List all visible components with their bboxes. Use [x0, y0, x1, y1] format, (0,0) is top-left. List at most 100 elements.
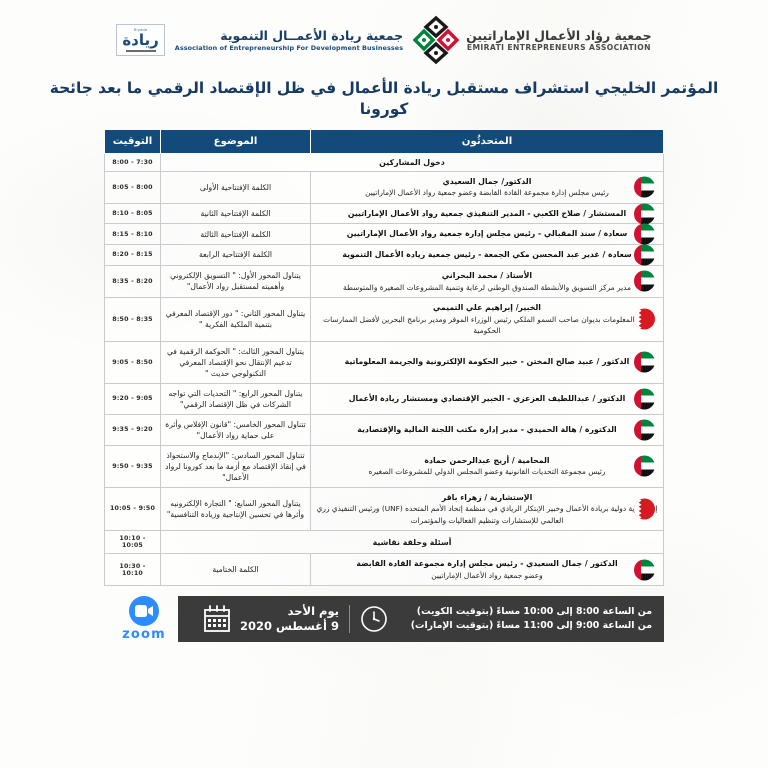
session-speaker-cell: الدكتورة / هالة الحميدي - مدير إدارة مكت… — [310, 413, 664, 446]
column-header-topic: الموضوع — [160, 128, 311, 154]
speaker-name: المستشار / صلاح الكعبي - المدير التنفيذي… — [347, 208, 627, 218]
session-topic-cell: الكلمة الإفتتاحية الأولى — [160, 170, 311, 204]
footer-day-label: يوم الأحد — [287, 603, 339, 618]
session-time-cell: 9:35 - 9:20 — [104, 413, 161, 446]
riyada-underline-bar — [125, 49, 156, 53]
session-speaker-cell: الدكتور / عبداللطيف العزعزي - الخبير الإ… — [310, 382, 664, 415]
session-time-cell: 10:05 - 9:50 — [104, 486, 161, 532]
session-speaker-cell: المستشار / صلاح الكعبي - المدير التنفيذي… — [310, 202, 664, 225]
table-row: الدكتورة / هالة الحميدي - مدير إدارة مكت… — [104, 413, 664, 446]
session-speaker-cell: الدكتور / جمال السعيدي - رئيس مجلس إدارة… — [310, 553, 664, 587]
session-speaker-cell: الإستشارية / زهراء باقر إستشارية دولية بر… — [310, 486, 664, 532]
column-header-time: التوقيت — [104, 128, 161, 154]
session-time-cell: 8:50 - 8:35 — [104, 296, 161, 342]
session-speaker-cell: سعادة / غدير عبد المحسن مكي الجمعة - رئي… — [310, 244, 664, 266]
agenda-table: المتحدثُون الموضوع التوقيت دخول المشاركي… — [104, 128, 664, 587]
zoom-platform-logo: zoom — [104, 596, 178, 642]
session-time-cell: 8:00 - 7:30 — [104, 152, 161, 172]
session-time-cell: 9:20 - 9:05 — [104, 382, 161, 415]
session-topic-cell: الكلمة الإفتتاحية الثانية — [160, 202, 311, 225]
eea-name-arabic: جمعية رؤاد الأعمال الإماراتيين — [466, 27, 652, 43]
session-topic-cell: تتناول المحور الخامس: "قانون الإفلاس وأث… — [160, 413, 311, 446]
footer-time-line-kuwait: من الساعة 8:00 إلى 10:00 مساءً (بتوقيت ا… — [416, 606, 652, 618]
speaker-role: رئيس مجموعة التحديات القانونية وعضو المج… — [368, 467, 606, 477]
diamond-knot-logo-icon — [413, 14, 460, 66]
conference-title-text: المؤتمر الخليجي استشراف مستقبل ريادة الأ… — [49, 79, 719, 118]
footer-date-label: 9 أغسطس 2020 — [240, 619, 339, 634]
session-topic-cell: يتناول المحور الرابع: " التحديات التي تو… — [160, 382, 311, 415]
session-speaker-cell: الخبير/ إبراهيم علي التميمي مدير المعلوما… — [310, 296, 664, 342]
session-merged-label: دخول المشاركين — [160, 152, 664, 172]
flag-uae-icon — [634, 455, 655, 477]
speaker-name: الدكتور/ جمال السعيدي — [442, 176, 532, 186]
table-row: الدكتور / عبيد صالح المختن - خبير الحكوم… — [104, 340, 664, 384]
session-time-cell: 10:30 - 10:10 — [104, 553, 161, 587]
footer-info-bar: من الساعة 8:00 إلى 10:00 مساءً (بتوقيت ا… — [178, 596, 664, 643]
speaker-name: الدكتورة / هالة الحميدي - مدير إدارة مكت… — [357, 424, 617, 434]
page-footer: من الساعة 8:00 إلى 10:00 مساءً (بتوقيت ا… — [0, 596, 768, 643]
page-header: جمعية رؤاد الأعمال الإماراتيين EMIRATI E… — [0, 0, 768, 74]
speaker-name: الدكتور / عبداللطيف العزعزي - الخبير الإ… — [348, 393, 626, 403]
session-topic-cell: الكلمة الإفتتاحية الثالثة — [160, 223, 311, 246]
flag-uae-icon — [634, 419, 655, 441]
speaker-name: المحامية / أريج عبدالرحمن حمادة — [424, 455, 550, 465]
session-topic-cell: الكلمة الختامية — [160, 553, 311, 587]
riyada-sub-label: Riyada — [133, 27, 148, 32]
speaker-role: مدير مركز التسويق والأنشطة الصندوق الوطن… — [343, 282, 631, 292]
session-speaker-cell: الدكتور/ جمال السعيدي رئيس مجلس إدارة مجم… — [310, 170, 664, 204]
session-speaker-cell: الأستاذ / محمد البحراني مدير مركز التسويق… — [310, 264, 664, 298]
session-time-cell: 10:10 - 10:05 — [104, 530, 161, 555]
flag-uae-icon — [634, 388, 655, 410]
table-row: الخبير/ إبراهيم علي التميمي مدير المعلوما… — [104, 296, 664, 342]
session-speaker-cell: المحامية / أريج عبدالرحمن حمادة رئيس مجمو… — [310, 444, 664, 488]
flag-uae-icon — [634, 559, 655, 581]
footer-date-group: يوم الأحد 9 أغسطس 2020 — [190, 604, 339, 635]
page-title: المؤتمر الخليجي استشراف مستقبل ريادة الأ… — [0, 74, 768, 129]
speaker-role: مدير المعلومات بديوان صاحب السمو الملكي … — [323, 314, 651, 336]
session-speaker-cell: الدكتور / عبيد صالح المختن - خبير الحكوم… — [310, 340, 664, 384]
logo-riyada-badge: Riyada ريادة — [116, 23, 165, 57]
agenda-table-container: المتحدثُون الموضوع التوقيت دخول المشاركي… — [0, 128, 768, 587]
speaker-role: وعضو جمعية رواد الأعمال الإماراتيين — [431, 570, 543, 580]
session-time-cell: 8:05 - 8:00 — [104, 170, 161, 204]
session-time-cell: 9:05 - 8:50 — [104, 340, 161, 384]
logo-association-entrepreneurship-development: جمعية ريادة الأعمــال التنموية Associati… — [175, 28, 403, 52]
flag-uae-icon — [634, 203, 655, 225]
eea-name-english: EMIRATI ENTREPRENEURS ASSOCIATION — [466, 43, 651, 53]
table-row: المحامية / أريج عبدالرحمن حمادة رئيس مجمو… — [104, 444, 664, 488]
session-topic-cell: تتناول المحور السادس: "الإندماج والاستحو… — [160, 444, 311, 488]
session-time-cell: 8:35 - 8:20 — [104, 264, 161, 298]
table-row: الدكتور / جمال السعيدي - رئيس مجلس إدارة… — [104, 553, 664, 587]
footer-time-line-uae: من الساعة 9:00 إلى 11:00 مساءً (بتوقيت ا… — [410, 620, 652, 632]
session-time-cell: 8:20 - 8:15 — [104, 244, 161, 266]
footer-times-group: من الساعة 8:00 إلى 10:00 مساءً (بتوقيت ا… — [360, 605, 652, 633]
session-topic-cell: يتناول المحور الثالث: " الحوكمة الرقمية … — [160, 340, 311, 384]
table-row: سعادة / غدير عبد المحسن مكي الجمعة - رئي… — [104, 244, 664, 266]
flag-uae-icon — [634, 244, 655, 266]
speaker-name: سعادة / سند المقبالي - رئيس مجلس إدارة ج… — [346, 229, 628, 239]
flag-uae-icon — [634, 176, 655, 198]
table-row: الأستاذ / محمد البحراني مدير مركز التسويق… — [104, 264, 664, 298]
logo-emirati-entrepreneurs-association: جمعية رؤاد الأعمال الإماراتيين EMIRATI E… — [413, 14, 652, 66]
session-speaker-cell: سعادة / سند المقبالي - رئيس مجلس إدارة ج… — [310, 223, 664, 246]
speaker-name: الخبير/ إبراهيم علي التميمي — [433, 302, 541, 312]
session-topic-cell: الكلمة الإفتتاحية الرابعة — [160, 244, 311, 266]
aedb-name-arabic: جمعية ريادة الأعمــال التنموية — [220, 28, 404, 44]
speaker-role: إستشارية دولية بريادة الأعمال وخبير الإب… — [316, 504, 658, 525]
table-row: الإستشارية / زهراء باقر إستشارية دولية بر… — [104, 486, 664, 532]
table-row: دخول المشاركين 8:00 - 7:30 — [104, 152, 664, 172]
speaker-name: الأستاذ / محمد البحراني — [441, 270, 533, 280]
footer-date-text: يوم الأحد 9 أغسطس 2020 — [240, 604, 339, 635]
calendar-icon — [202, 604, 232, 634]
agenda-table-head: المتحدثُون الموضوع التوقيت — [104, 128, 664, 154]
session-time-cell: 9:50 - 9:35 — [104, 444, 161, 488]
table-row: أسئلة وحلقة نقاشية 10:10 - 10:05 — [104, 530, 664, 555]
session-topic-cell: يتناول المحور الأول: " التسويق الإلكترون… — [160, 264, 311, 298]
flag-uae-icon — [634, 270, 655, 292]
table-header-row: المتحدثُون الموضوع التوقيت — [104, 128, 664, 154]
footer-times-text: من الساعة 8:00 إلى 10:00 مساءً (بتوقيت ا… — [397, 605, 652, 633]
table-row: الدكتور / عبداللطيف العزعزي - الخبير الإ… — [104, 382, 664, 415]
table-row: الدكتور/ جمال السعيدي رئيس مجلس إدارة مجم… — [104, 170, 664, 204]
aedb-name-english: Association of Entrepreneurship For Deve… — [174, 43, 404, 52]
